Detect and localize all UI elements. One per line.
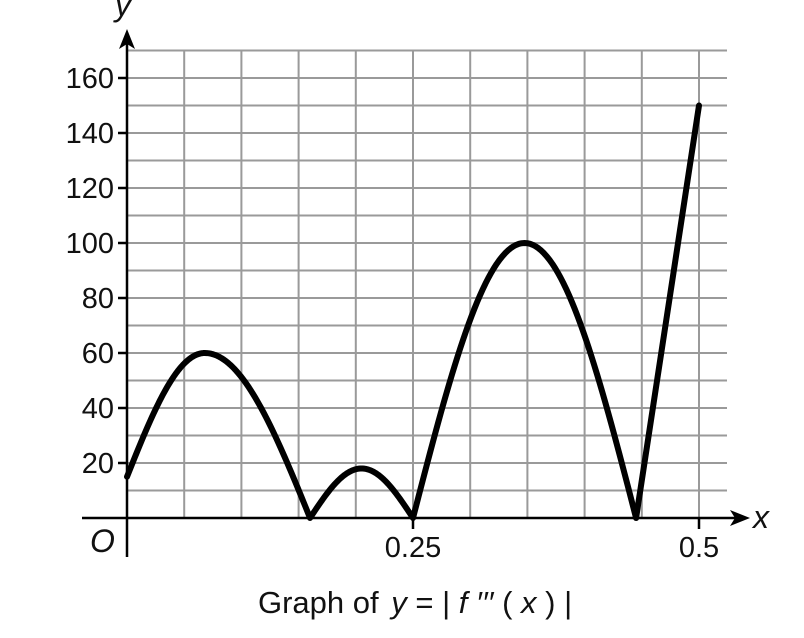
- y-tick-label: 160: [66, 63, 114, 95]
- x-axis-label: x: [751, 499, 770, 535]
- function-curve: [124, 102, 702, 521]
- tick-labels: 20 40 60 80 100 120 140 160 0.25 0.5: [66, 63, 720, 564]
- y-tick-label: 100: [66, 228, 114, 260]
- caption-x: x: [519, 585, 538, 620]
- x-axis-arrow: [730, 510, 750, 526]
- caption-equals: = |: [415, 585, 458, 620]
- y-tick-label: 80: [82, 283, 114, 315]
- y-tick-label: 40: [82, 393, 114, 425]
- y-tick-label: 120: [66, 173, 114, 205]
- chart-caption: Graph of y = | f ′′′ ( x ) |: [258, 585, 572, 620]
- tick-marks: [118, 76, 701, 529]
- axes: [82, 29, 750, 557]
- origin-label: O: [90, 523, 115, 559]
- caption-y: y: [389, 585, 409, 620]
- caption-paren-open: (: [502, 585, 513, 620]
- grid: [127, 49, 727, 518]
- caption-paren-close: ) |: [545, 585, 572, 620]
- y-tick-label: 60: [82, 338, 114, 370]
- caption-f: f: [459, 585, 476, 620]
- caption-primes: ′′′: [476, 585, 495, 620]
- y-tick-label: 20: [82, 448, 114, 480]
- y-axis-label: y: [113, 0, 133, 23]
- x-tick-label: 0.25: [385, 532, 441, 564]
- y-axis-arrow: [119, 29, 135, 49]
- y-tick-label: 140: [66, 118, 114, 150]
- caption-prefix: Graph of: [258, 585, 387, 620]
- x-tick-label: 0.5: [679, 532, 719, 564]
